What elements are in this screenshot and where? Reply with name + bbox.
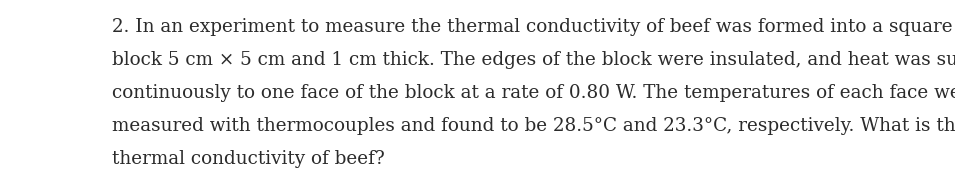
Text: block 5 cm × 5 cm and 1 cm thick. The edges of the block were insulated, and hea: block 5 cm × 5 cm and 1 cm thick. The ed… xyxy=(112,51,955,69)
Text: continuously to one face of the block at a rate of 0.80 W. The temperatures of e: continuously to one face of the block at… xyxy=(112,84,955,102)
Text: 2. In an experiment to measure the thermal conductivity of beef was formed into : 2. In an experiment to measure the therm… xyxy=(112,18,955,36)
Text: measured with thermocouples and found to be 28.5°C and 23.3°C, respectively. Wha: measured with thermocouples and found to… xyxy=(112,117,955,135)
Text: thermal conductivity of beef?: thermal conductivity of beef? xyxy=(112,150,385,168)
